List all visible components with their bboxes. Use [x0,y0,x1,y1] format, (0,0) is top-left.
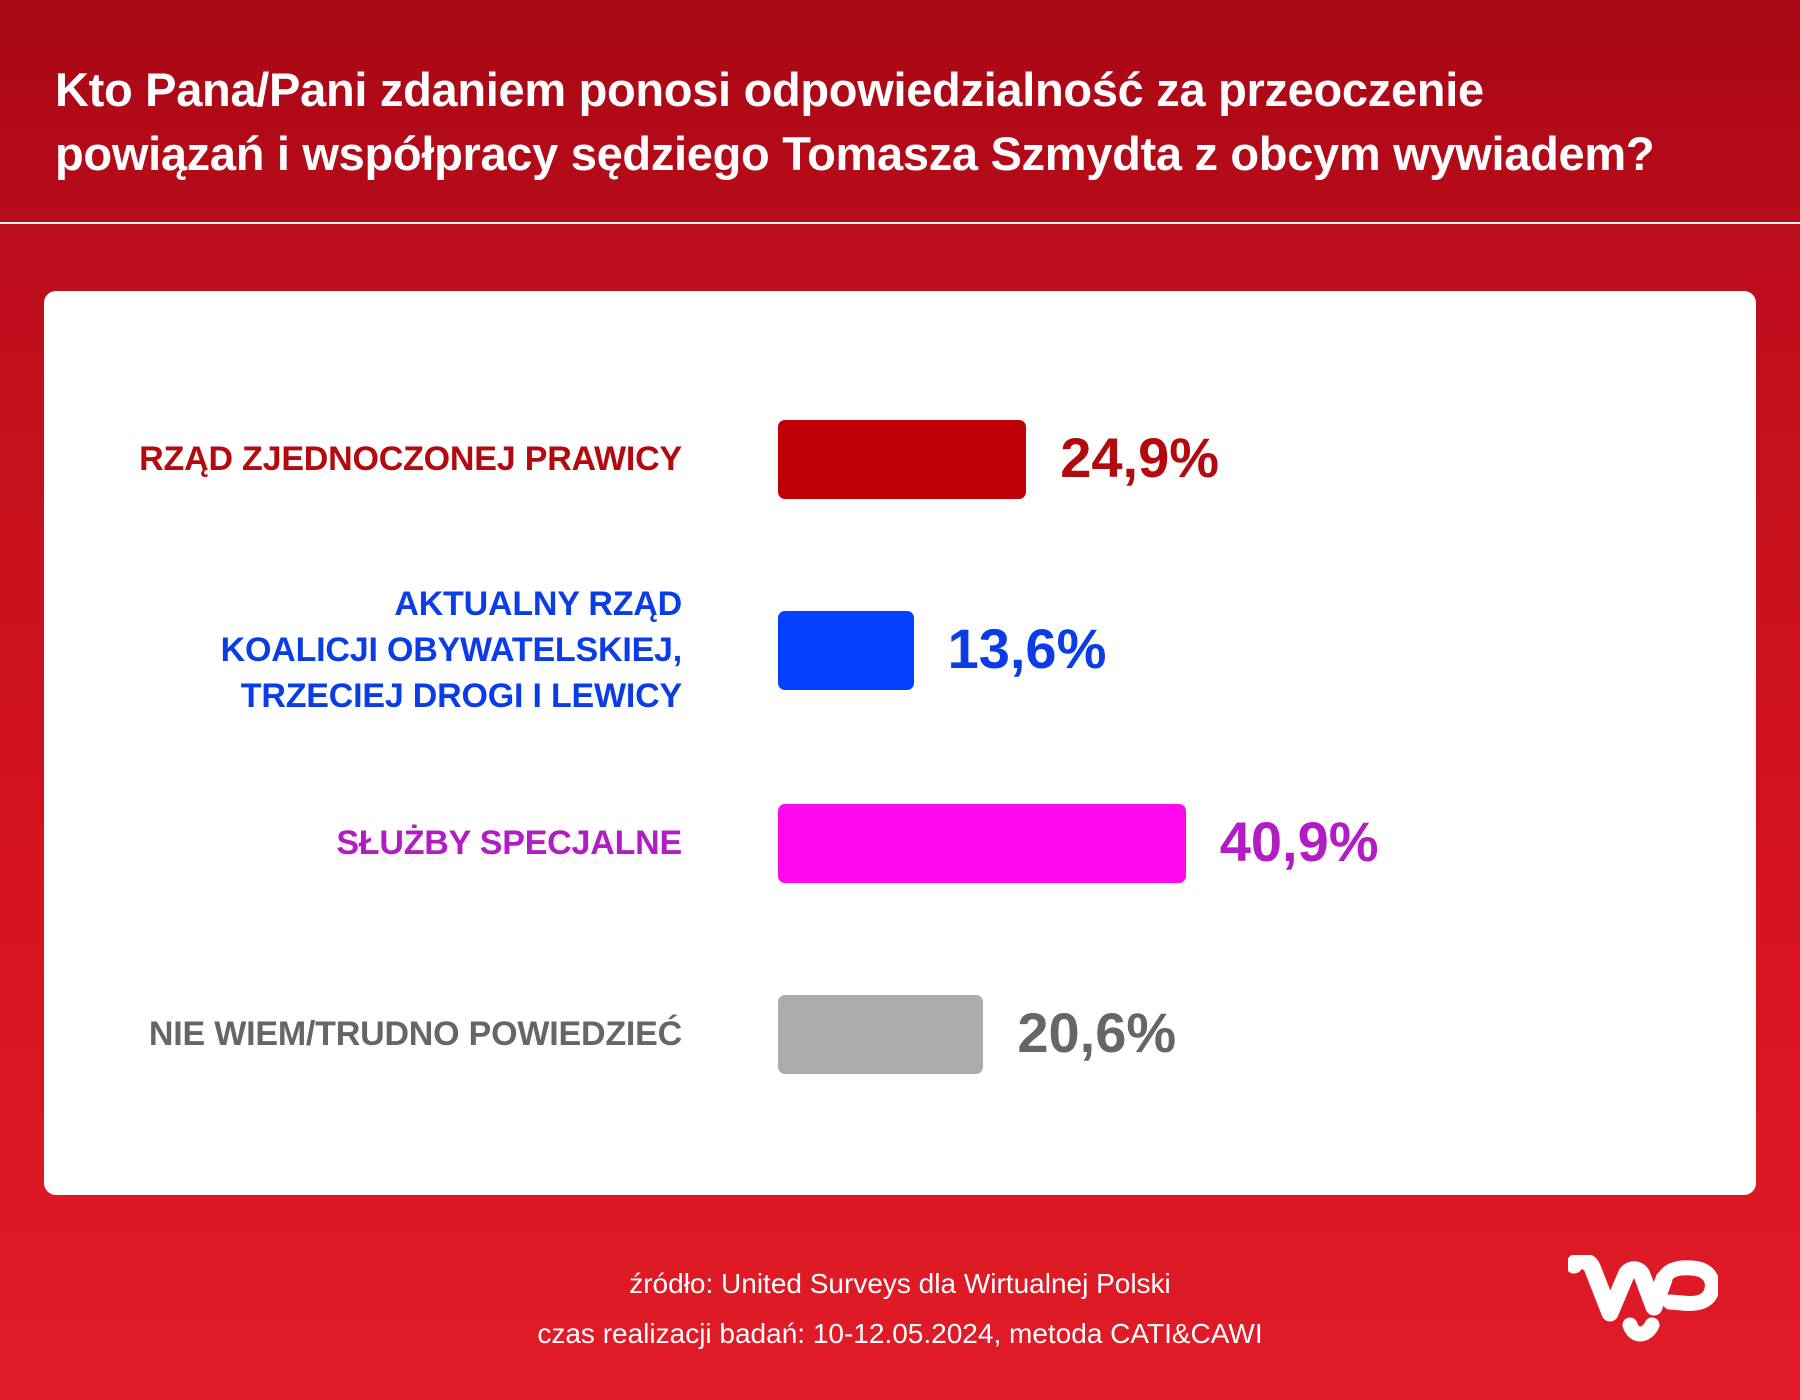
category-label: RZĄD ZJEDNOCZONEJ PRAWICY [42,436,682,482]
category-label: AKTUALNY RZĄD KOALICJI OBYWATELSKIEJ, TRZE… [42,581,683,719]
category-label-line: AKTUALNY RZĄD [394,585,682,623]
source-note: źródło: United Surveys dla Wirtualnej Po… [629,1268,1171,1299]
bar [778,994,984,1074]
category-label-line: RZĄD ZJEDNOCZONEJ PRAWICY [139,440,682,478]
bar [778,803,1186,883]
category-label: NIE WIEM/TRUDNO POWIEDZIEĆ [42,1011,682,1057]
category-label-line: SŁUŻBY SPECJALNE [336,824,682,862]
chart-title: Kto Pana/Pani zdaniem ponosi odpowiedzia… [55,58,1775,186]
title-line-2: powiązań i współpracy sędziego Tomasza S… [55,127,1655,180]
wp-logo-icon [1568,1255,1718,1342]
title-line-1: Kto Pana/Pani zdaniem ponosi odpowiedzia… [55,63,1484,116]
value-label: 40,9% [1219,809,1379,873]
value-label: 24,9% [1060,425,1220,489]
header-band: Kto Pana/Pani zdaniem ponosi odpowiedzia… [0,0,1800,224]
survey-period-note: czas realizacji badań: 10-12.05.2024, me… [537,1318,1263,1349]
value-label: 20,6% [1017,1000,1177,1064]
value-label: 13,6% [947,616,1107,680]
category-label-line: NIE WIEM/TRUDNO POWIEDZIEĆ [148,1015,682,1053]
chart-card: RZĄD ZJEDNOCZONEJ PRAWICY 24,9% AKTUALNY R… [44,291,1756,1195]
category-label-line: TRZECIEJ DROGI I LEWICY [240,677,682,715]
bar [778,610,914,690]
category-label: SŁUŻBY SPECJALNE [42,820,682,866]
bar [778,419,1027,499]
category-label-line: KOALICJI OBYWATELSKIEJ, [220,631,683,669]
